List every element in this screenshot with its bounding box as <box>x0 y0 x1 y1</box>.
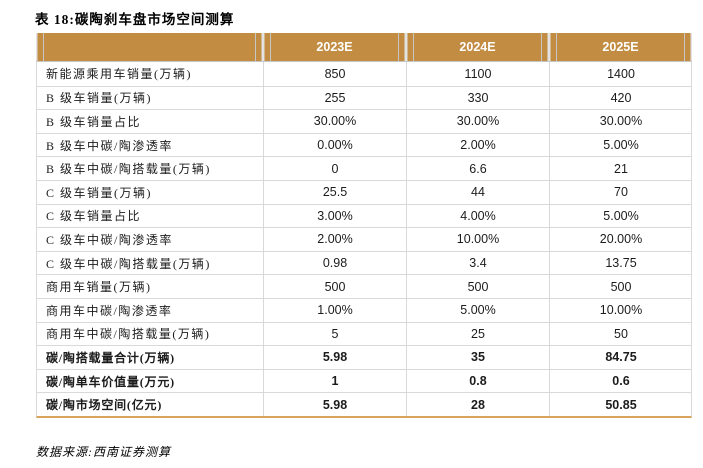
cell-value: 25 <box>406 322 549 346</box>
cell-value: 5 <box>263 322 406 346</box>
cell-value: 500 <box>549 275 692 298</box>
column-header-2023e: 2023E <box>263 33 406 61</box>
cell-value: 25.5 <box>263 180 406 204</box>
cell-value: 5.00% <box>406 298 549 322</box>
row-label: 商用车中碳/陶渗透率 <box>46 303 173 318</box>
table-row-total: 碳/陶单车价值量(万元) 1 0.8 0.6 <box>37 368 692 393</box>
cell-value: 420 <box>549 86 692 110</box>
table-row-total: 碳/陶市场空间(亿元) 5.98 28 50.85 <box>37 392 691 416</box>
market-size-table: 2023E 2024E 2025E 新能源乘用车销量(万辆) 850 1100 … <box>36 33 692 418</box>
cell-value: 13.75 <box>549 251 692 275</box>
row-label: 商用车中碳/陶搭载量(万辆) <box>46 327 211 342</box>
cell-value: 50 <box>549 322 692 346</box>
cell-value: 10.00% <box>549 298 692 322</box>
cell-value: 20.00% <box>549 228 692 251</box>
table-row: B 级车中碳/陶搭载量(万辆) 0 6.6 21 <box>37 156 691 180</box>
row-label: 碳/陶单车价值量(万元) <box>46 374 175 389</box>
cell-value: 2.00% <box>406 133 549 157</box>
cell-value: 1400 <box>549 62 692 86</box>
column-header-2025e: 2025E <box>549 33 692 61</box>
cell-value: 28 <box>406 393 549 416</box>
table-row-total: 碳/陶搭载量合计(万辆) 5.98 35 84.75 <box>37 345 691 369</box>
row-label: 商用车销量(万辆) <box>46 280 152 295</box>
table-row: 新能源乘用车销量(万辆) 850 1100 1400 <box>37 62 691 86</box>
table-row: B 级车中碳/陶渗透率 0.00% 2.00% 5.00% <box>37 132 692 157</box>
cell-value: 0.8 <box>406 369 549 393</box>
cell-value: 0 <box>263 157 406 180</box>
cell-value: 3.00% <box>263 204 406 228</box>
cell-value: 0.98 <box>263 251 406 275</box>
cell-value: 35 <box>406 346 549 369</box>
cell-value: 30.00% <box>549 110 692 133</box>
cell-value: 255 <box>263 86 406 110</box>
cell-value: 10.00% <box>406 228 549 251</box>
row-label: C 级车销量(万辆) <box>46 185 152 200</box>
cell-value: 330 <box>406 86 549 110</box>
cell-value: 30.00% <box>263 110 406 133</box>
table-row: B 级车销量(万辆) 255 330 420 <box>37 85 692 110</box>
table-row: 商用车中碳/陶搭载量(万辆) 5 25 50 <box>37 321 692 346</box>
row-label: B 级车中碳/陶搭载量(万辆) <box>46 162 211 177</box>
cell-value: 70 <box>549 180 692 204</box>
cell-value: 1.00% <box>263 298 406 322</box>
cell-value: 50.85 <box>549 393 692 416</box>
cell-value: 5.00% <box>549 133 692 157</box>
row-label: B 级车中碳/陶渗透率 <box>46 138 173 153</box>
cell-value: 1100 <box>406 62 549 86</box>
cell-value: 21 <box>549 157 692 180</box>
cell-value: 500 <box>406 275 549 298</box>
table-row: C 级车销量占比 3.00% 4.00% 5.00% <box>37 203 692 228</box>
cell-value: 4.00% <box>406 204 549 228</box>
cell-value: 84.75 <box>549 346 692 369</box>
cell-value: 3.4 <box>406 251 549 275</box>
cell-value: 6.6 <box>406 157 549 180</box>
cell-value: 5.00% <box>549 204 692 228</box>
cell-value: 500 <box>263 275 406 298</box>
cell-value: 5.98 <box>263 393 406 416</box>
cell-value: 1 <box>263 369 406 393</box>
cell-value: 44 <box>406 180 549 204</box>
cell-value: 0.00% <box>263 133 406 157</box>
cell-value: 850 <box>263 62 406 86</box>
table-row: 商用车中碳/陶渗透率 1.00% 5.00% 10.00% <box>37 297 692 322</box>
table-row: C 级车中碳/陶搭载量(万辆) 0.98 3.4 13.75 <box>37 250 692 275</box>
table-row: B 级车销量占比 30.00% 30.00% 30.00% <box>37 109 691 133</box>
table-row: 商用车销量(万辆) 500 500 500 <box>37 274 691 298</box>
source-note: 数据来源:西南证券测算 <box>36 445 171 459</box>
cell-value: 0.6 <box>549 369 692 393</box>
column-header-2024e: 2024E <box>406 33 549 61</box>
cell-value: 30.00% <box>406 110 549 133</box>
row-label: C 级车销量占比 <box>46 209 142 224</box>
row-label: 新能源乘用车销量(万辆) <box>46 67 192 82</box>
table-body: 新能源乘用车销量(万辆) 850 1100 1400 B 级车销量(万辆) 25… <box>36 62 692 418</box>
row-label: C 级车中碳/陶搭载量(万辆) <box>46 256 211 271</box>
column-header-blank <box>36 33 263 61</box>
cell-value: 5.98 <box>263 346 406 369</box>
table-title: 表 18:碳陶刹车盘市场空间测算 <box>35 12 235 27</box>
row-label: C 级车中碳/陶渗透率 <box>46 232 173 247</box>
table-row: C 级车中碳/陶渗透率 2.00% 10.00% 20.00% <box>37 227 691 251</box>
row-label: 碳/陶搭载量合计(万辆) <box>46 350 175 365</box>
row-label: B 级车销量(万辆) <box>46 91 152 106</box>
table-row: C 级车销量(万辆) 25.5 44 70 <box>37 179 692 204</box>
table-header-row: 2023E 2024E 2025E <box>36 33 692 62</box>
cell-value: 2.00% <box>263 228 406 251</box>
row-label: B 级车销量占比 <box>46 114 142 129</box>
row-label: 碳/陶市场空间(亿元) <box>46 398 163 413</box>
